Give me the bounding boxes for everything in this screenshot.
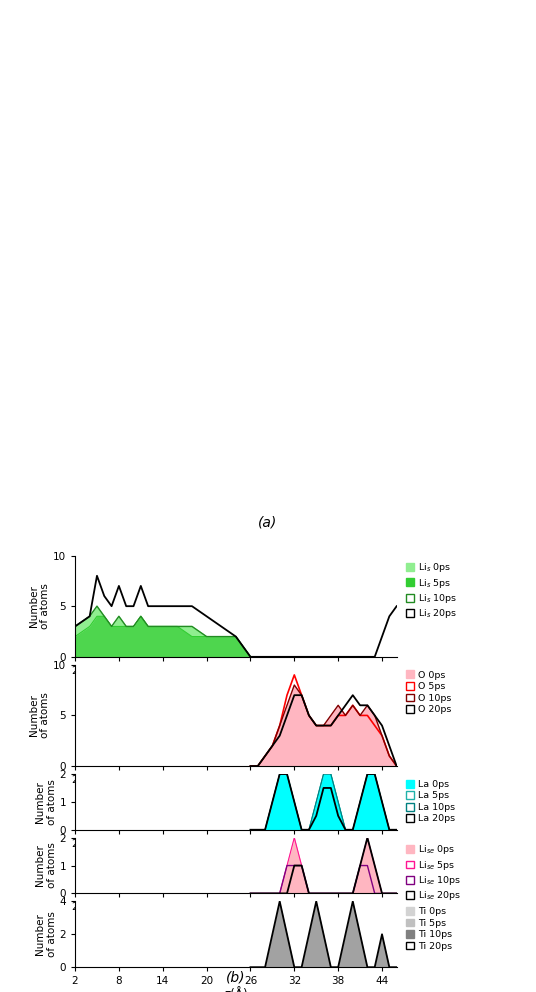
Legend: Li$_{se}$ 0ps, Li$_{se}$ 5ps, Li$_{se}$ 10ps, Li$_{se}$ 20ps: Li$_{se}$ 0ps, Li$_{se}$ 5ps, Li$_{se}$ …: [405, 842, 462, 904]
Text: (b): (b): [226, 970, 245, 984]
Y-axis label: Number
of atoms: Number of atoms: [35, 779, 57, 824]
Y-axis label: Number
of atoms: Number of atoms: [28, 692, 50, 738]
Legend: Li$_s$ 0ps, Li$_s$ 5ps, Li$_s$ 10ps, Li$_s$ 20ps: Li$_s$ 0ps, Li$_s$ 5ps, Li$_s$ 10ps, Li$…: [405, 560, 458, 621]
X-axis label: z(Å): z(Å): [224, 914, 248, 927]
Legend: Ti 0ps, Ti 5ps, Ti 10ps, Ti 20ps: Ti 0ps, Ti 5ps, Ti 10ps, Ti 20ps: [405, 906, 453, 951]
X-axis label: z(Å): z(Å): [224, 850, 248, 863]
Y-axis label: Number
of atoms: Number of atoms: [28, 583, 50, 629]
Legend: La 0ps, La 5ps, La 10ps, La 20ps: La 0ps, La 5ps, La 10ps, La 20ps: [405, 779, 456, 824]
X-axis label: z(Å): z(Å): [224, 787, 248, 800]
X-axis label: z(Å): z(Å): [224, 678, 248, 690]
Text: (a): (a): [258, 516, 278, 530]
Y-axis label: Number
of atoms: Number of atoms: [35, 912, 57, 957]
Y-axis label: Number
of atoms: Number of atoms: [35, 842, 57, 889]
X-axis label: z(Å): z(Å): [224, 988, 248, 992]
Legend: O 0ps, O 5ps, O 10ps, O 20ps: O 0ps, O 5ps, O 10ps, O 20ps: [405, 670, 452, 715]
